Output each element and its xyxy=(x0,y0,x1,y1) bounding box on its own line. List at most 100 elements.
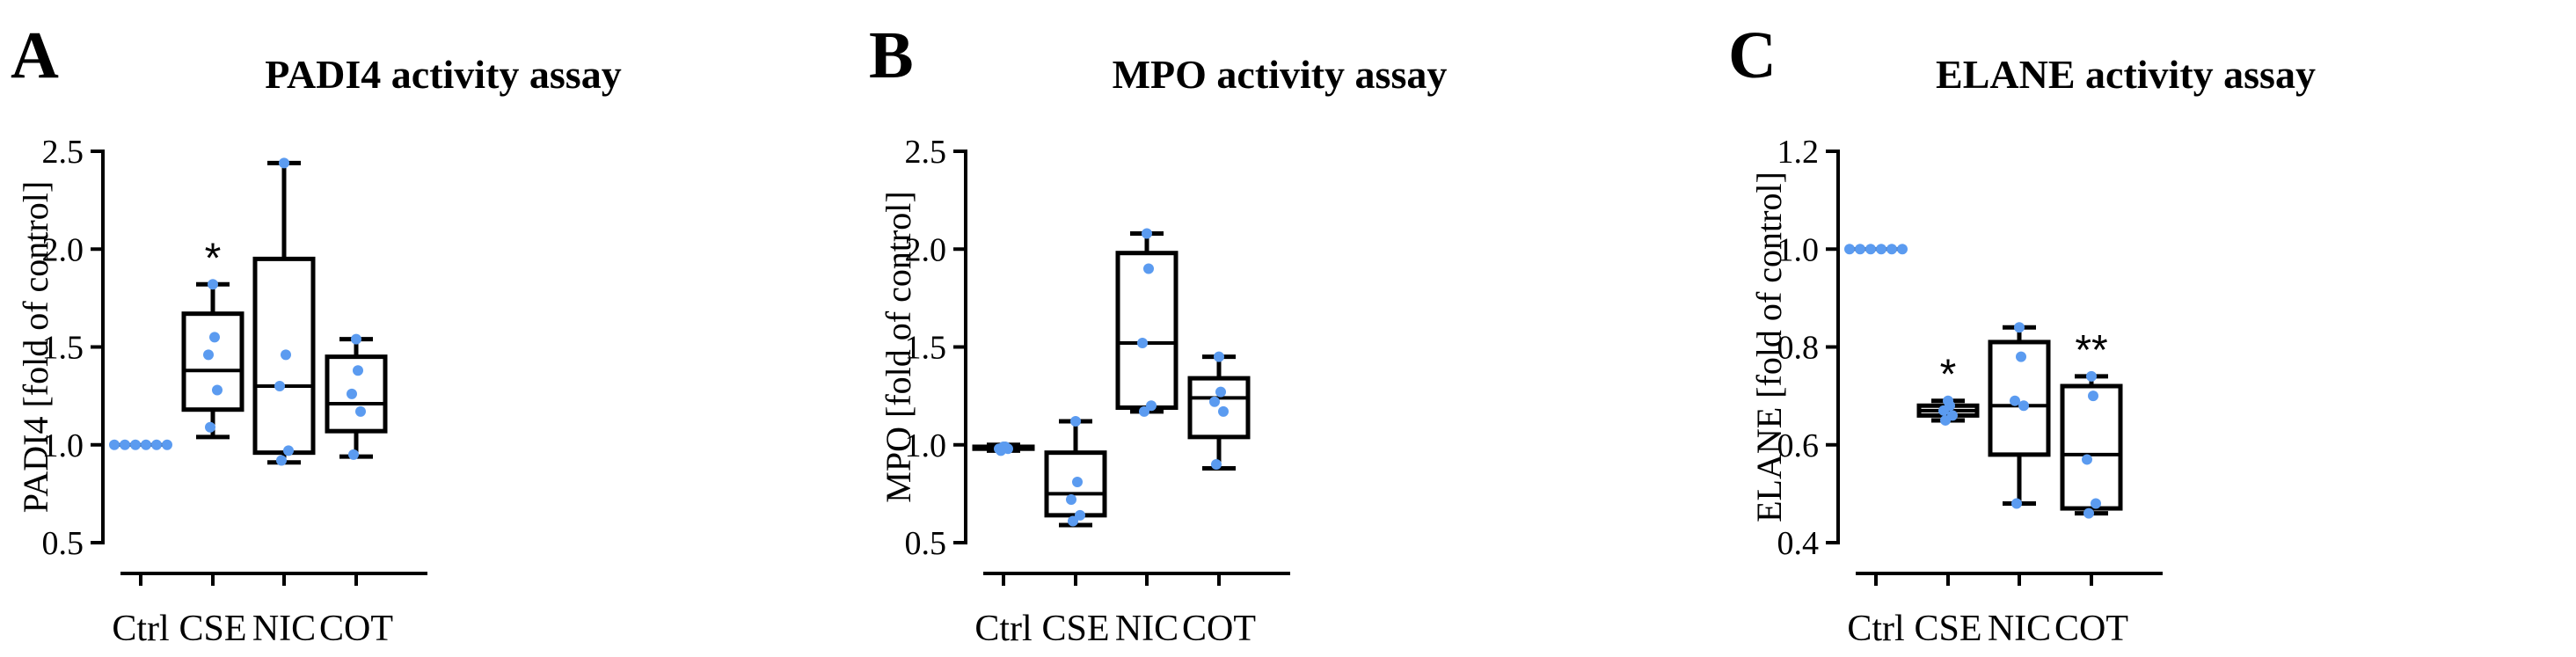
chart-title: MPO activity assay xyxy=(1113,52,1448,97)
data-point xyxy=(1876,244,1886,255)
data-point xyxy=(1938,405,1949,416)
box-nic xyxy=(1115,228,1179,417)
x-tick-label-cse: CSE xyxy=(1914,609,1981,649)
significance-marker: * xyxy=(205,235,222,281)
x-tick-label-cot: COT xyxy=(319,609,393,649)
data-point xyxy=(347,388,357,399)
data-point xyxy=(2010,395,2020,406)
y-tick-label: 2.0 xyxy=(905,231,947,268)
data-point xyxy=(1137,338,1148,349)
data-point xyxy=(1075,509,1085,521)
y-tick-label: 2.5 xyxy=(42,134,84,171)
data-point xyxy=(279,157,289,169)
data-point xyxy=(109,439,120,450)
y-tick-label: 1.0 xyxy=(1777,231,1820,268)
box-cse: * xyxy=(181,235,244,440)
data-point xyxy=(1886,244,1897,255)
data-point xyxy=(2086,370,2097,382)
data-point xyxy=(141,439,151,450)
y-tick-label: 0.6 xyxy=(1777,427,1820,464)
y-tick-label: 1.5 xyxy=(42,330,84,367)
x-tick-label-nic: NIC xyxy=(252,609,316,649)
y-tick-label: 1.5 xyxy=(905,330,947,367)
data-point xyxy=(283,445,294,456)
chart-title: PADI4 activity assay xyxy=(265,52,621,97)
data-point xyxy=(351,333,361,345)
x-tick-label-nic: NIC xyxy=(1115,609,1179,649)
data-point xyxy=(162,439,172,450)
box-cot: ** xyxy=(2060,327,2123,519)
data-point xyxy=(151,439,162,450)
box-cot xyxy=(325,333,388,460)
x-tick-label-cot: COT xyxy=(1182,609,1256,649)
x-tick-label-ctrl: Ctrl xyxy=(1847,609,1904,649)
box-cot xyxy=(1187,351,1251,471)
data-point xyxy=(212,384,223,396)
data-point xyxy=(1215,386,1226,398)
y-tick-label: 1.0 xyxy=(905,427,947,464)
data-point xyxy=(281,349,291,361)
y-tick-label: 0.5 xyxy=(905,525,947,562)
data-point xyxy=(1865,244,1876,255)
data-point xyxy=(2014,322,2025,333)
significance-marker: * xyxy=(1940,352,1957,398)
data-point xyxy=(130,439,141,450)
data-point xyxy=(353,365,363,376)
y-tick-label: 1.0 xyxy=(42,427,84,464)
box-iqr xyxy=(2060,383,2123,511)
data-point xyxy=(1940,414,1951,426)
data-point xyxy=(1068,515,1078,527)
data-point xyxy=(1855,244,1865,255)
data-point xyxy=(2091,498,2101,509)
data-point xyxy=(348,449,359,460)
panel-letter: B xyxy=(869,18,914,92)
y-tick-label: 1.2 xyxy=(1777,134,1820,171)
box-iqr xyxy=(1115,251,1179,410)
box-iqr xyxy=(325,354,388,434)
x-tick-label-cse: CSE xyxy=(179,609,246,649)
data-point xyxy=(1072,477,1083,488)
box-nic xyxy=(252,157,316,466)
y-tick-label: 2.0 xyxy=(42,231,84,268)
y-axis-label: ELANE [fold of control] xyxy=(1749,172,1789,522)
data-point xyxy=(1209,396,1220,407)
x-tick-label-cse: CSE xyxy=(1041,609,1109,649)
box-cse: * xyxy=(1916,352,1980,426)
x-tick-label-cot: COT xyxy=(2054,609,2128,649)
data-point xyxy=(2083,507,2094,519)
data-point xyxy=(209,332,220,343)
data-point xyxy=(1142,228,1152,239)
data-point xyxy=(203,349,214,361)
box-ctrl xyxy=(109,439,172,450)
box-nic xyxy=(1988,322,2051,509)
data-point xyxy=(2088,391,2098,402)
data-point xyxy=(120,439,130,450)
data-point xyxy=(996,445,1006,456)
x-tick-label-ctrl: Ctrl xyxy=(112,609,169,649)
panel-letter: A xyxy=(11,18,59,92)
panel-letter: C xyxy=(1728,18,1777,92)
x-tick-label-ctrl: Ctrl xyxy=(974,609,1032,649)
box-iqr xyxy=(1187,376,1251,440)
y-axis-label: MPO [fold of control] xyxy=(879,191,918,502)
data-point xyxy=(205,421,215,433)
data-point xyxy=(1143,263,1154,274)
box-ctrl xyxy=(972,441,1035,456)
chart-title: ELANE activity assay xyxy=(1936,52,2316,97)
panel-c: C ELANE activity assay ELANE [fold of cont… xyxy=(1728,18,2316,649)
data-point xyxy=(2018,400,2029,412)
y-tick-label: 0.4 xyxy=(1777,525,1820,562)
data-point xyxy=(1897,244,1908,255)
data-point xyxy=(1844,244,1855,255)
data-point xyxy=(1146,400,1157,412)
data-point xyxy=(1214,351,1224,362)
y-tick-label: 0.8 xyxy=(1777,330,1820,367)
y-axis-label: PADI4 [fold of control] xyxy=(16,181,55,513)
data-point xyxy=(276,455,287,466)
data-point xyxy=(1139,405,1149,417)
data-point xyxy=(2082,454,2092,465)
box-cse xyxy=(1044,416,1107,528)
x-tick-label-nic: NIC xyxy=(1988,609,2051,649)
data-point xyxy=(1211,459,1222,470)
